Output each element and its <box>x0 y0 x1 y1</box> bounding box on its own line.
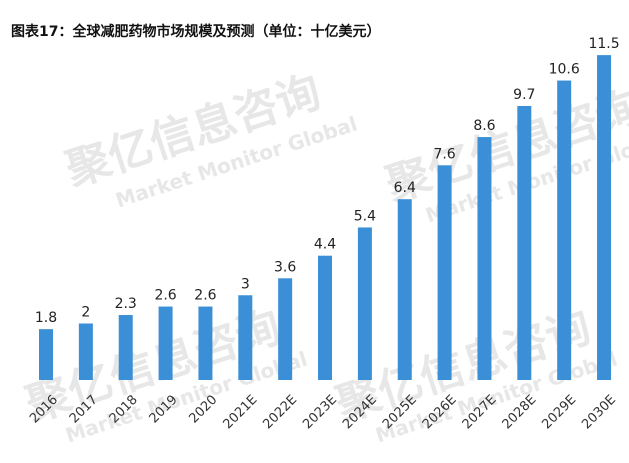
bar-2026E <box>437 165 452 380</box>
x-tick-label-2028E: 2028E <box>500 392 540 432</box>
bar-2030E <box>597 55 612 380</box>
bar-2029E <box>557 80 572 381</box>
x-tick-label-2022E: 2022E <box>260 392 300 432</box>
data-label-2026E: 7.6 <box>433 146 455 162</box>
x-tick-label-2018: 2018 <box>107 392 141 426</box>
chart-title: 图表17：全球减肥药物市场规模及预测（单位：十亿美元） <box>11 24 381 40</box>
bar-2018 <box>118 315 133 380</box>
x-tick-label-2023E: 2023E <box>300 392 340 432</box>
bar-2019 <box>158 306 173 380</box>
x-tick-label-2025E: 2025E <box>380 392 420 432</box>
data-label-2017: 2 <box>81 305 90 321</box>
data-label-2022E: 3.6 <box>274 259 296 275</box>
data-label-2030E: 11.5 <box>588 36 619 52</box>
data-label-2027E: 8.6 <box>473 118 495 134</box>
bar-2024E <box>357 227 372 380</box>
bar-2027E <box>477 137 492 380</box>
data-label-2025E: 6.4 <box>394 180 416 196</box>
data-label-2016: 1.8 <box>35 310 57 326</box>
data-label-2019: 2.6 <box>154 288 176 304</box>
x-tick-label-2020: 2020 <box>186 392 220 426</box>
bar-2022E <box>278 278 293 380</box>
x-tick-label-2024E: 2024E <box>340 392 380 432</box>
x-tick-label-2019: 2019 <box>147 392 181 426</box>
data-label-2021E: 3 <box>241 276 250 292</box>
x-tick-label-2030E: 2030E <box>579 392 619 432</box>
data-label-2023E: 4.4 <box>314 237 336 253</box>
bar-2023E <box>318 255 333 380</box>
data-label-2018: 2.3 <box>115 296 137 312</box>
bar-2020 <box>198 306 213 380</box>
bar-2016 <box>39 329 53 380</box>
x-tick-label-2026E: 2026E <box>420 392 460 432</box>
bar-2021E <box>238 295 253 380</box>
x-tick-label-2016: 2016 <box>27 392 61 426</box>
x-tick-label-2029E: 2029E <box>539 392 579 432</box>
x-tick-label-2027E: 2027E <box>460 392 500 432</box>
bar-2017 <box>78 323 93 380</box>
data-label-2020: 2.6 <box>194 288 216 304</box>
data-label-2024E: 5.4 <box>354 208 376 224</box>
data-label-2029E: 10.6 <box>549 62 580 78</box>
data-label-2028E: 9.7 <box>513 87 535 103</box>
x-tick-label-2017: 2017 <box>67 392 101 426</box>
x-tick-label-2021E: 2021E <box>221 392 261 432</box>
bar-2028E <box>517 105 532 380</box>
bar-2025E <box>397 199 412 380</box>
